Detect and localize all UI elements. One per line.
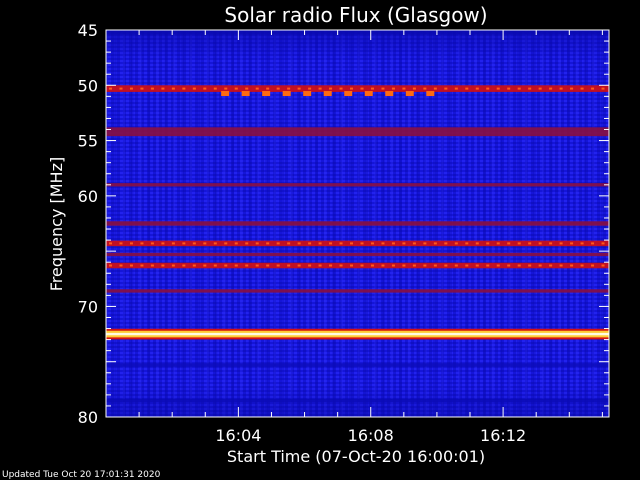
edge-shade [106,30,609,417]
x-axis-label: Start Time (07-Oct-20 16:00:01) [227,447,485,466]
x-tick-label: 16:08 [348,426,394,445]
y-tick-label: 80 [78,408,98,427]
y-axis-label: Frequency [MHz] [47,157,66,291]
y-axis: 45 50 55 60 70 80 [78,21,609,427]
y-tick-label: 60 [78,187,98,206]
plot-frame [105,29,610,418]
y-tick-label: 50 [78,76,98,95]
x-tick-label: 16:12 [480,426,526,445]
chart-title: Solar radio Flux (Glasgow) [224,3,487,27]
y-tick-label: 70 [78,297,98,316]
y-tick-label: 55 [78,132,98,151]
x-axis: 16:04 16:08 16:12 [138,30,603,445]
updated-timestamp: Updated Tue Oct 20 17:01:31 2020 [2,470,161,480]
x-tick-label: 16:04 [215,426,261,445]
plot-area [106,30,609,417]
y-tick-label: 45 [78,21,98,40]
